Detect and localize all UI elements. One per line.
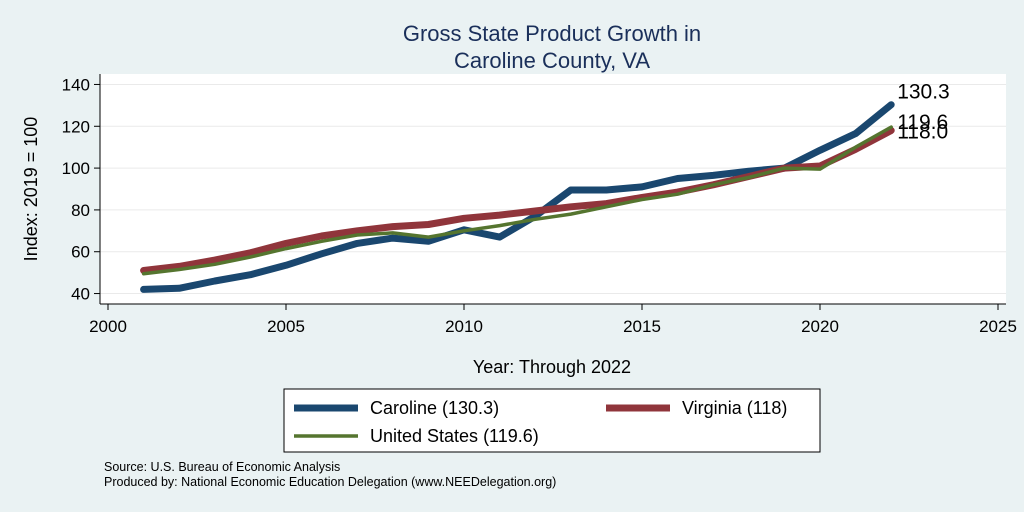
x-tick-label-2010: 2010	[445, 317, 483, 336]
x-tick-label-2000: 2000	[89, 317, 127, 336]
y-tick-label-40: 40	[71, 285, 90, 304]
y-tick-label-60: 60	[71, 243, 90, 262]
plot-area	[100, 74, 1006, 304]
source-note: Source: U.S. Bureau of Economic Analysis	[104, 460, 340, 474]
x-tick-label-2020: 2020	[801, 317, 839, 336]
y-tick-label-80: 80	[71, 201, 90, 220]
y-tick-label-120: 120	[62, 117, 90, 136]
end-label-0: 130.3	[897, 81, 950, 104]
legend-label-virginia: Virginia (118)	[682, 398, 787, 418]
axes: 40 60 80 100 120 140 2000 2005 2010 2015 2020 2025	[62, 74, 1017, 336]
x-tick-label-2025: 2025	[979, 317, 1017, 336]
legend: Caroline (130.3) Virginia (118) United S…	[283, 388, 821, 453]
y-tick-label-140: 140	[62, 75, 90, 94]
x-tick-label-2005: 2005	[267, 317, 305, 336]
chart-title-line-1: Gross State Product Growth in	[403, 21, 701, 46]
chart-title-line-2: Caroline County, VA	[454, 48, 650, 73]
series-lines	[140, 101, 895, 293]
y-axis-label: Index: 2019 = 100	[21, 117, 41, 262]
series-line-2	[141, 125, 893, 276]
y-tick-label-100: 100	[62, 159, 90, 178]
legend-label-united-states: United States (119.6)	[370, 426, 539, 446]
end-label-2: 119.6	[897, 111, 948, 134]
x-axis-label: Year: Through 2022	[473, 357, 631, 377]
x-tick-label-2015: 2015	[623, 317, 661, 336]
legend-box	[283, 388, 821, 453]
end-label-1: 118.0	[897, 120, 948, 143]
legend-label-caroline: Caroline (130.3)	[370, 398, 499, 418]
produced-by-note: Produced by: National Economic Education…	[104, 475, 556, 489]
